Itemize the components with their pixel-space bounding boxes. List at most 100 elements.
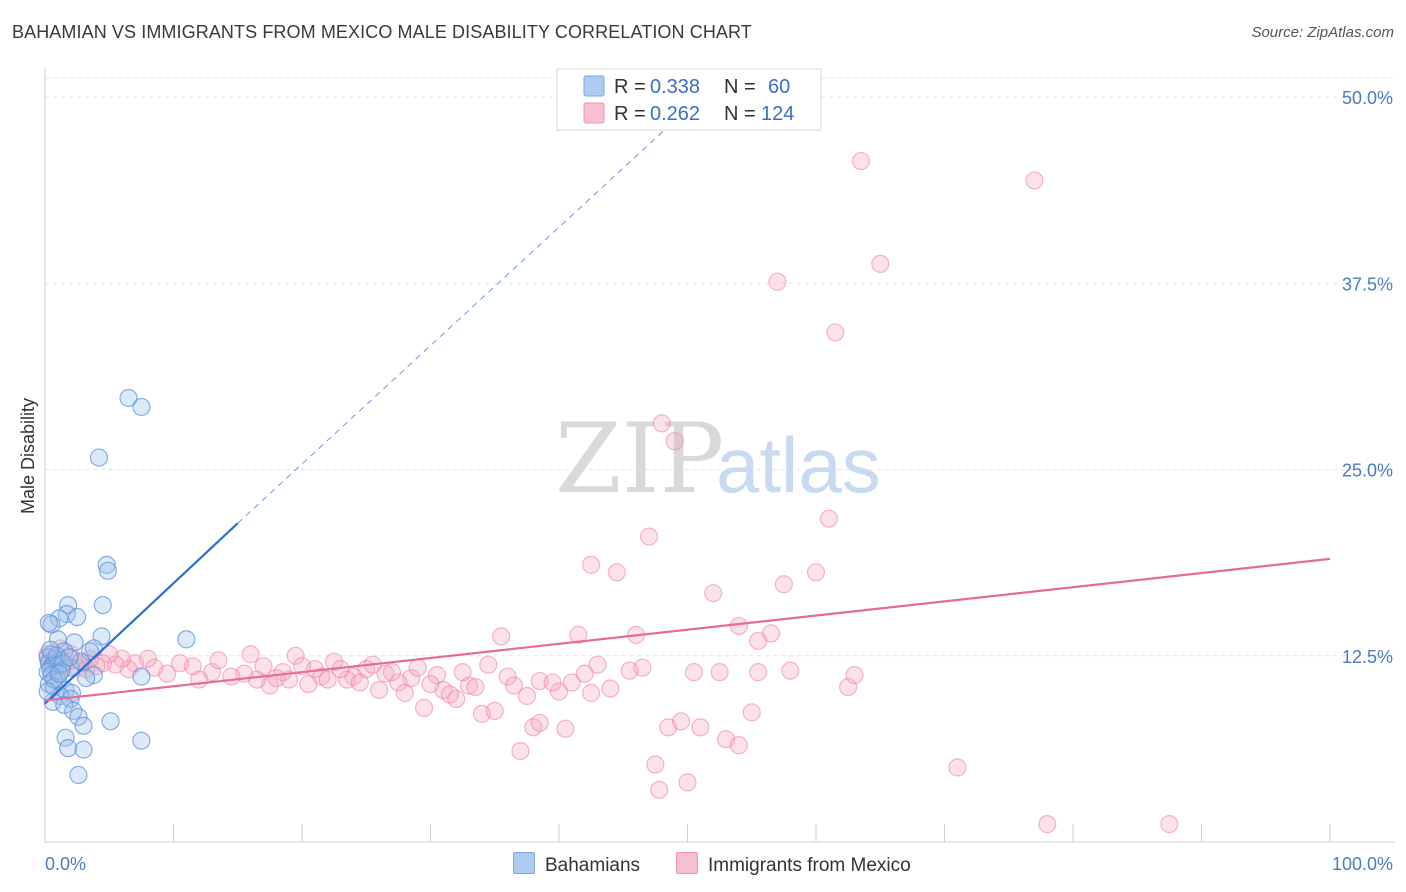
point-bahamian (41, 640, 60, 659)
legend-n-label-1: N = (724, 76, 756, 98)
point-mexico (729, 616, 749, 636)
point-mexico (569, 625, 588, 644)
point-mexico (749, 631, 768, 650)
point-mexico (222, 667, 241, 686)
point-bahamian (132, 731, 151, 750)
point-bahamian (43, 692, 62, 712)
point-mexico (408, 658, 427, 677)
point-mexico (684, 663, 704, 682)
point-mexico (492, 627, 511, 646)
legend-r-value-1: 0.338 (650, 76, 700, 98)
point-mexico (582, 555, 601, 574)
point-mexico (742, 703, 761, 722)
legend-top: R = 0.338 N = 60 R = 0.262 N = 124 (556, 68, 822, 131)
point-bahamian (89, 448, 109, 467)
point-bahamian (101, 712, 120, 731)
point-bahamian (69, 707, 88, 726)
point-mexico (170, 654, 190, 673)
series-mexico-points (38, 151, 1179, 834)
legend-r-value-2: 0.262 (650, 103, 700, 125)
point-mexico (652, 414, 671, 433)
x-tick-label-min: 0.0% (45, 854, 86, 874)
point-mexico (588, 655, 607, 674)
point-bahamian (39, 613, 58, 633)
point-bahamian (132, 397, 151, 417)
point-mexico (575, 664, 594, 683)
point-mexico (254, 657, 273, 676)
y-tick-label-3: 50.0% (1342, 88, 1393, 108)
point-mexico (768, 272, 787, 291)
y-tick-label-1: 25.0% (1342, 461, 1393, 481)
point-mexico (582, 683, 601, 703)
point-bahamian (60, 648, 79, 667)
point-bahamian (68, 607, 87, 627)
point-mexico (530, 713, 549, 732)
point-bahamian (132, 667, 151, 686)
point-bahamian (77, 668, 96, 688)
trend-bahamians (44, 522, 239, 705)
point-bahamian (93, 595, 112, 615)
point-bahamian (69, 765, 88, 785)
point-mexico (389, 673, 408, 692)
point-mexico (601, 679, 620, 698)
point-bahamian (74, 740, 93, 759)
point-mexico (498, 667, 517, 686)
point-mexico (729, 736, 749, 755)
point-mexico (241, 645, 260, 664)
bottom-legend-label-bahamians: Bahamians (545, 855, 641, 876)
point-mexico (691, 718, 710, 737)
legend-n-label-2: N = (724, 103, 756, 125)
point-mexico (851, 151, 871, 171)
point-mexico (562, 673, 581, 692)
x-tick-label-max: 100.0% (1332, 854, 1393, 874)
point-mexico (318, 670, 337, 689)
bottom-legend-mexico: Immigrants from Mexico (676, 852, 911, 877)
point-mexico (650, 780, 669, 799)
y-tick-label-0: 12.5% (1342, 647, 1393, 667)
point-mexico (704, 584, 723, 603)
point-mexico (639, 527, 659, 546)
trend-bahamians-dashed (237, 96, 701, 524)
point-mexico (633, 658, 652, 677)
point-mexico (826, 323, 845, 342)
legend-r-label-2: R = (614, 103, 646, 125)
chart-source: Source: ZipAtlas.com (1251, 24, 1394, 41)
point-mexico (1025, 171, 1044, 190)
point-mexico (421, 674, 440, 694)
legend-swatch-mexico (583, 102, 605, 124)
legend-n-value-1: 60 (768, 76, 790, 98)
point-mexico (504, 676, 524, 695)
bottom-legend-swatch-bahamians (513, 852, 535, 874)
watermark-atlas: atlas (716, 421, 881, 509)
point-mexico (350, 673, 369, 692)
point-mexico (678, 773, 697, 792)
legend-n-value-2: 124 (761, 103, 794, 125)
point-mexico (749, 663, 768, 682)
point-mexico (671, 712, 691, 731)
point-bahamian (38, 682, 57, 701)
legend-r-label-1: R = (614, 76, 646, 98)
point-bahamian (74, 716, 93, 735)
point-bahamian (55, 695, 74, 715)
trend-lines (44, 96, 1331, 705)
point-mexico (511, 742, 530, 761)
point-mexico (453, 663, 472, 682)
point-mexico (479, 655, 498, 674)
point-mexico (517, 686, 536, 706)
watermark: ZIP atlas (555, 403, 881, 515)
tick-labels: 12.5% 25.0% 37.5% 50.0% 0.0% 100.0% (45, 88, 1393, 874)
point-mexico (1160, 815, 1179, 834)
point-bahamian (119, 388, 138, 408)
y-axis-title: Male Disability (18, 398, 38, 514)
point-mexico (382, 663, 402, 682)
point-mexico (440, 685, 459, 704)
point-mexico (466, 677, 485, 697)
point-mexico (1038, 815, 1057, 834)
point-mexico (607, 563, 626, 582)
point-mexico (325, 652, 344, 671)
point-mexico (376, 664, 395, 683)
y-tick-label-2: 37.5% (1342, 274, 1393, 294)
point-mexico (286, 646, 305, 665)
point-mexico (845, 666, 864, 685)
